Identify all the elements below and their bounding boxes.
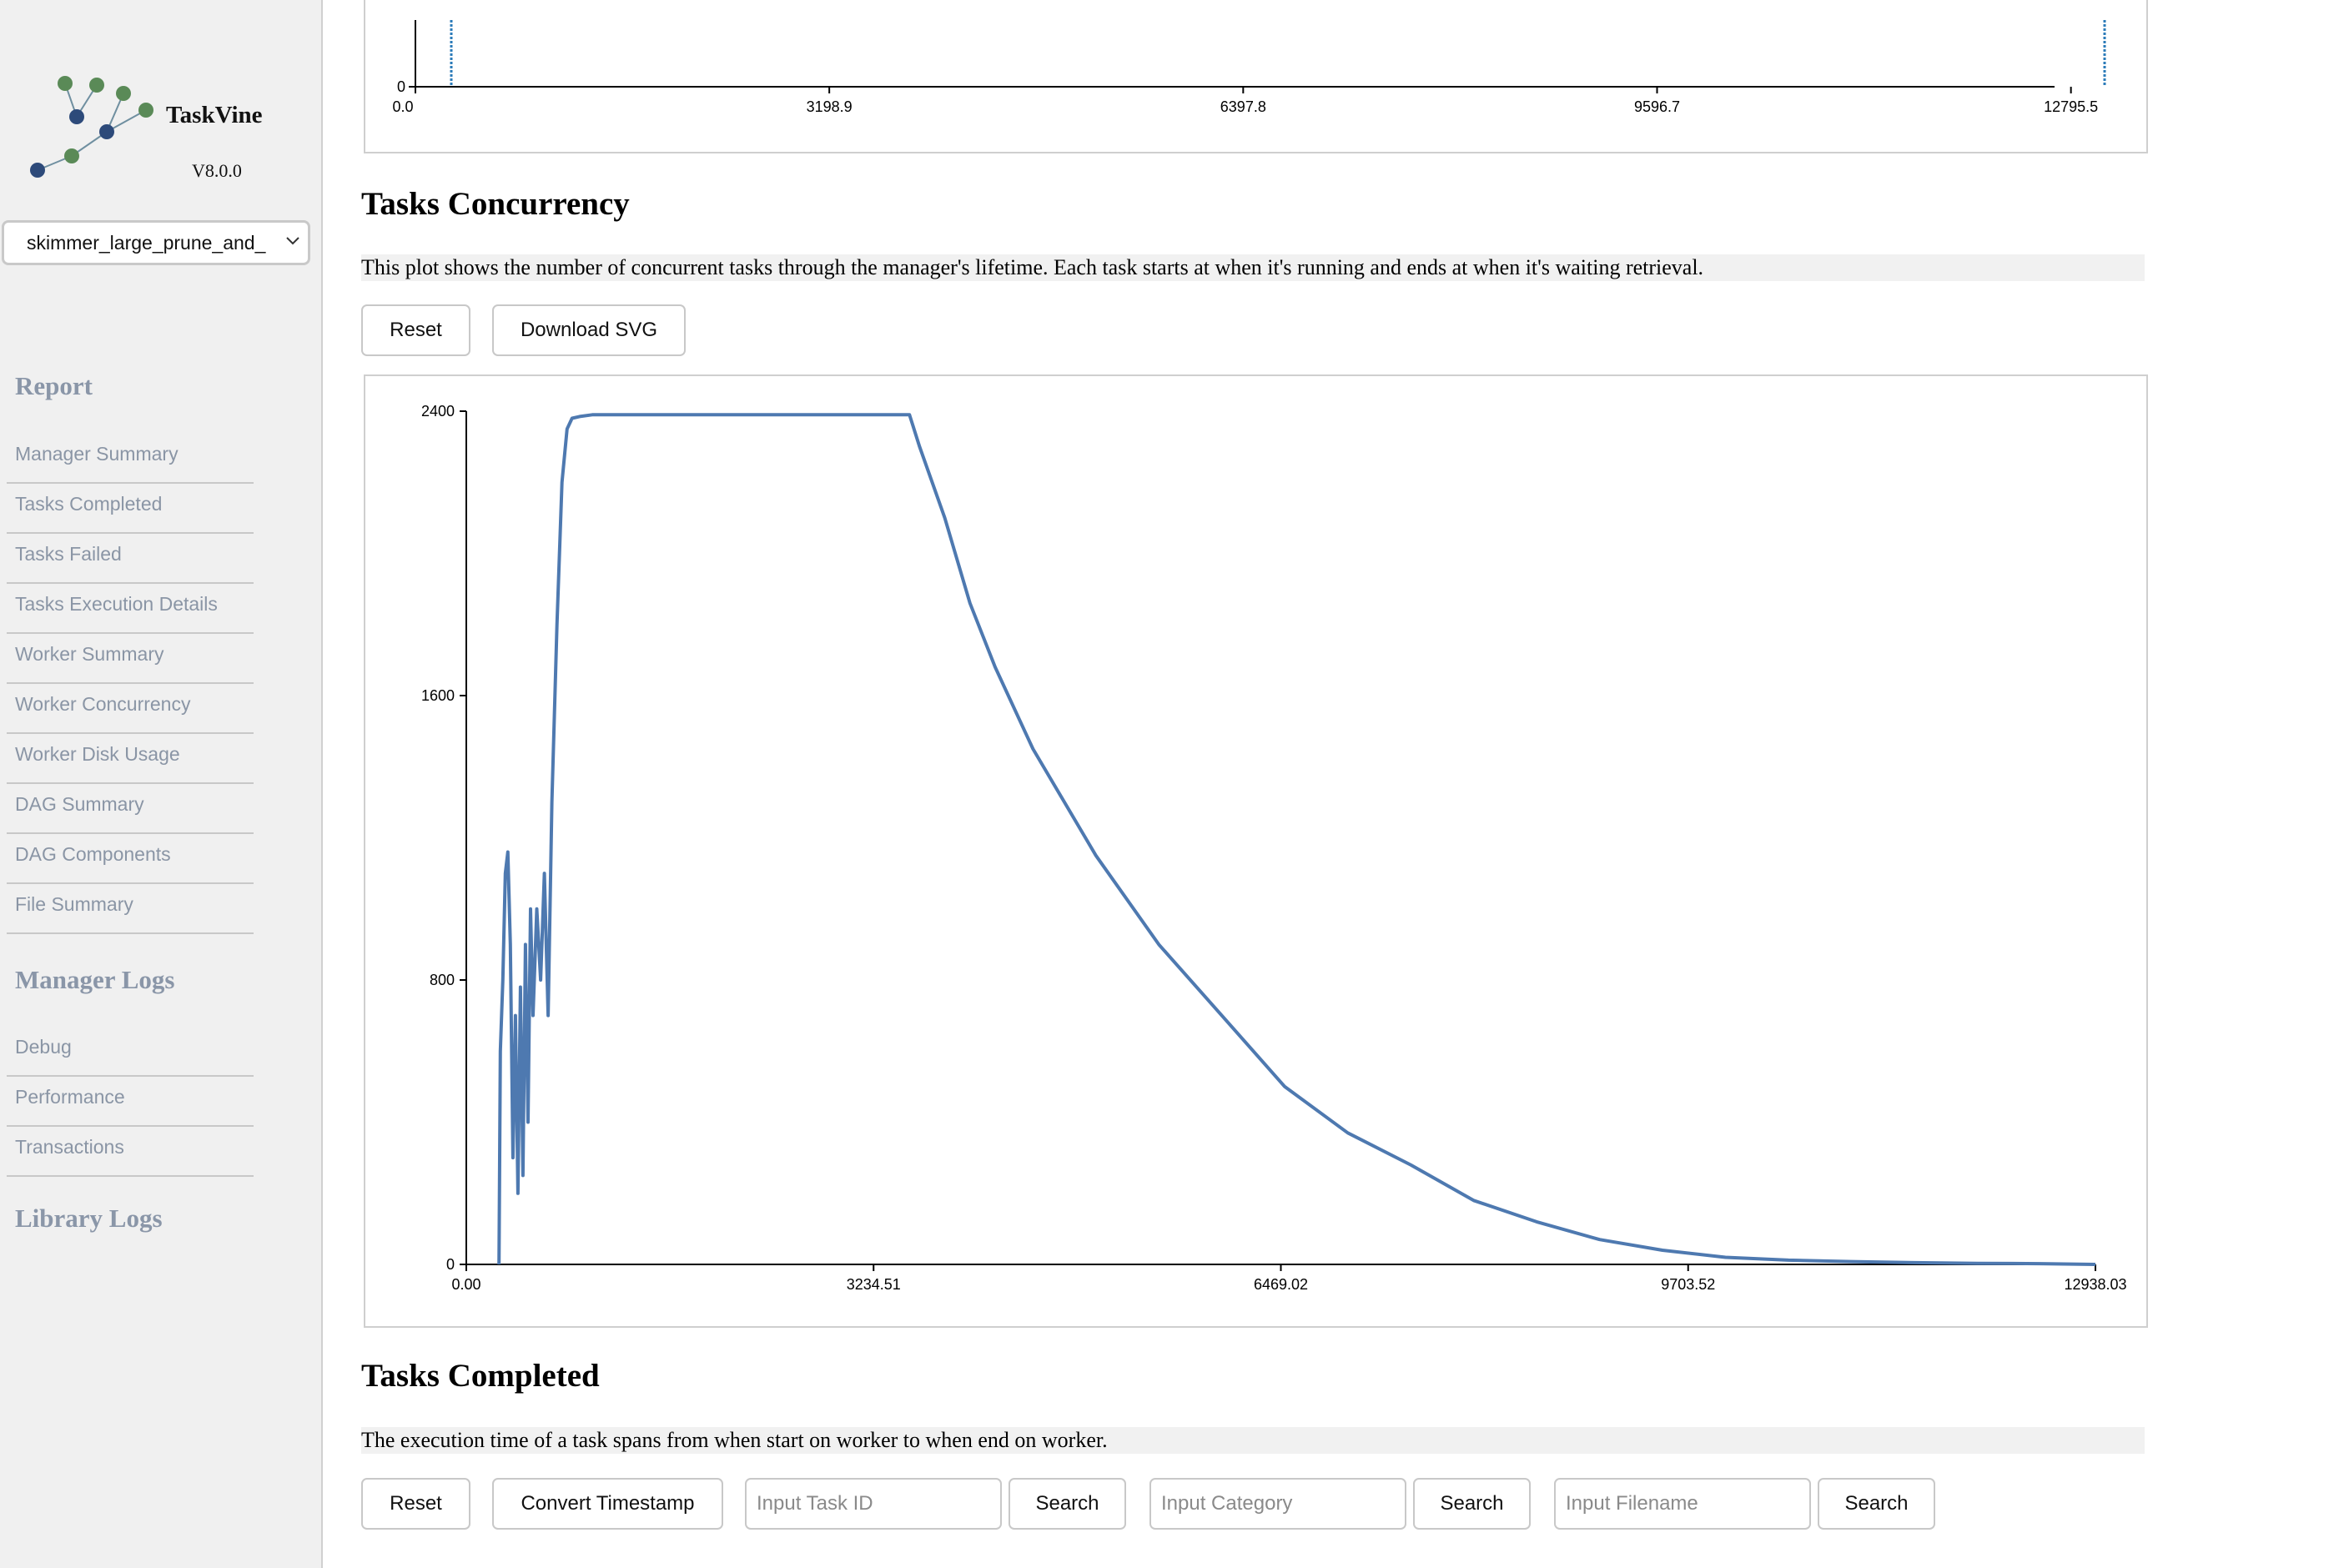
top-x-tick-label: 9596.7 [1634, 98, 1680, 115]
sidebar-item-dag-components[interactable]: DAG Components [7, 836, 254, 884]
app-version: V8.0.0 [192, 160, 242, 181]
sidebar-item-tasks-failed[interactable]: Tasks Failed [7, 535, 254, 584]
completed-reset-button[interactable]: Reset [361, 1478, 470, 1530]
x-tick-label: 12938.03 [2064, 1276, 2126, 1293]
sidebar-item-tasks-execution-details[interactable]: Tasks Execution Details [7, 585, 254, 634]
y-tick-label: 0 [446, 1256, 455, 1273]
top-x-tick-label: 3198.9 [807, 98, 853, 115]
x-tick-label: 3234.51 [847, 1276, 901, 1293]
concurrency-chart-panel: 0 800 1600 2400 0.00 3234.51 6469.02 9703.52 129… [364, 374, 2148, 1328]
report-heading: Report [15, 371, 93, 400]
concurrency-reset-button[interactable]: Reset [361, 304, 470, 356]
concurrency-chart: 0 800 1600 2400 0.00 3234.51 6469.02 9703.52 129… [421, 403, 2127, 1293]
y-tick-label: 2400 [421, 403, 455, 420]
x-tick-label: 9703.52 [1661, 1276, 1715, 1293]
sidebar: TaskVine V8.0.0 skimmer_large_prune_and_… [0, 0, 323, 1568]
sidebar-item-worker-concurrency[interactable]: Worker Concurrency [7, 686, 254, 734]
category-input[interactable] [1149, 1478, 1406, 1530]
y-tick-label: 1600 [421, 687, 455, 704]
manager-logs-heading: Manager Logs [15, 965, 175, 994]
sidebar-item-file-summary[interactable]: File Summary [7, 886, 254, 934]
sidebar-item-worker-disk-usage[interactable]: Worker Disk Usage [7, 736, 254, 784]
concurrency-series-line [497, 413, 2096, 1266]
y-tick-label: 800 [430, 972, 455, 988]
top-chart-panel: 0 0.0 3198.9 6397.8 9596.7 12795.5 [364, 0, 2148, 153]
sidebar-item-debug[interactable]: Debug [7, 1028, 254, 1077]
filename-search-button[interactable]: Search [1818, 1478, 1935, 1530]
completed-description: The execution time of a task spans from … [361, 1427, 2145, 1454]
filename-input[interactable] [1554, 1478, 1811, 1530]
top-x-tick-label: 12795.5 [2044, 98, 2098, 115]
concurrency-title: Tasks Concurrency [361, 186, 630, 222]
library-logs-heading: Library Logs [15, 1204, 163, 1233]
convert-timestamp-button[interactable]: Convert Timestamp [492, 1478, 723, 1530]
sidebar-item-performance[interactable]: Performance [7, 1078, 254, 1127]
completed-title: Tasks Completed [361, 1358, 600, 1394]
app-title: TaskVine [166, 102, 263, 128]
taskvine-logo [30, 76, 153, 178]
top-y-tick-label: 0 [397, 78, 405, 95]
sidebar-item-manager-summary[interactable]: Manager Summary [7, 435, 254, 484]
concurrency-description: This plot shows the number of concurrent… [361, 254, 2145, 281]
chevron-down-icon [286, 237, 299, 245]
x-tick-label: 0.00 [451, 1276, 480, 1293]
sidebar-item-worker-summary[interactable]: Worker Summary [7, 636, 254, 684]
task-id-search-button[interactable]: Search [1009, 1478, 1126, 1530]
top-x-tick-label: 6397.8 [1220, 98, 1266, 115]
sidebar-item-dag-summary[interactable]: DAG Summary [7, 786, 254, 834]
sidebar-item-tasks-completed[interactable]: Tasks Completed [7, 485, 254, 534]
download-svg-button[interactable]: Download SVG [492, 304, 686, 356]
x-tick-label: 6469.02 [1254, 1276, 1308, 1293]
task-id-input[interactable] [745, 1478, 1002, 1530]
log-select-value: skimmer_large_prune_and_ [27, 232, 266, 254]
category-search-button[interactable]: Search [1413, 1478, 1531, 1530]
top-chart: 0 0.0 3198.9 6397.8 9596.7 12795.5 [392, 20, 2106, 115]
log-select[interactable]: skimmer_large_prune_and_ [2, 220, 310, 265]
sidebar-item-transactions[interactable]: Transactions [7, 1128, 254, 1177]
top-x-tick-label: 0.0 [392, 98, 413, 115]
